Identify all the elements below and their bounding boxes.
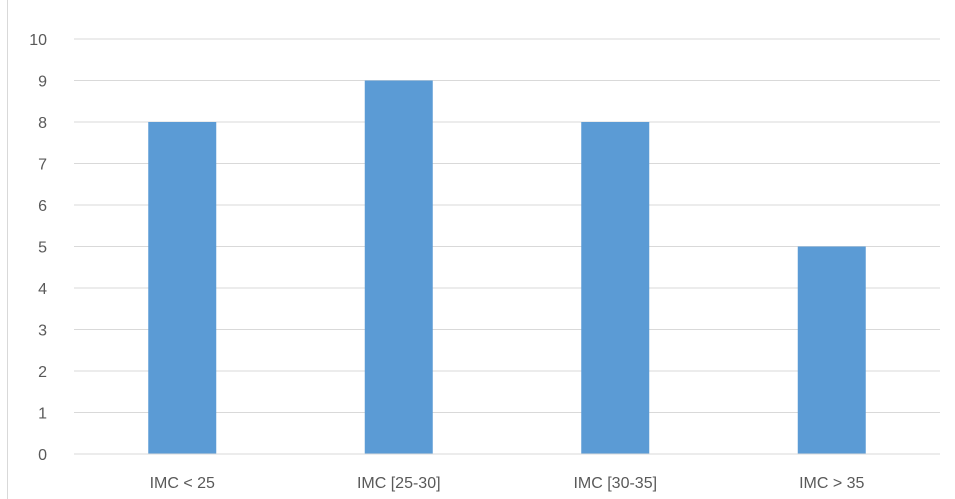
x-tick-label: IMC [25-30]	[357, 475, 441, 492]
bars	[148, 80, 866, 454]
y-tick-label: 6	[38, 198, 47, 215]
y-tick-labels: 0 1 2 3 4 5 6 7 8 9 10	[29, 32, 47, 464]
y-tick-label: 3	[38, 323, 47, 340]
y-tick-label: 1	[38, 406, 47, 423]
bar	[364, 80, 433, 454]
x-tick-labels: IMC < 25 IMC [25-30] IMC [30-35] IMC > 35	[150, 475, 865, 492]
y-tick-label: 0	[38, 447, 47, 464]
y-tick-label: 2	[38, 364, 47, 381]
chart-left-border	[7, 0, 8, 499]
bar	[581, 122, 650, 454]
x-tick-label: IMC < 25	[150, 475, 215, 492]
y-tick-label: 9	[38, 74, 47, 91]
y-tick-label: 10	[29, 32, 47, 49]
y-tick-label: 7	[38, 157, 47, 174]
y-tick-label: 5	[38, 240, 47, 257]
x-tick-label: IMC [30-35]	[573, 475, 657, 492]
bar	[797, 246, 866, 454]
y-tick-label: 8	[38, 115, 47, 132]
x-tick-label: IMC > 35	[799, 475, 864, 492]
gridlines	[74, 38, 940, 413]
bar	[148, 122, 217, 454]
y-tick-label: 4	[38, 281, 47, 298]
